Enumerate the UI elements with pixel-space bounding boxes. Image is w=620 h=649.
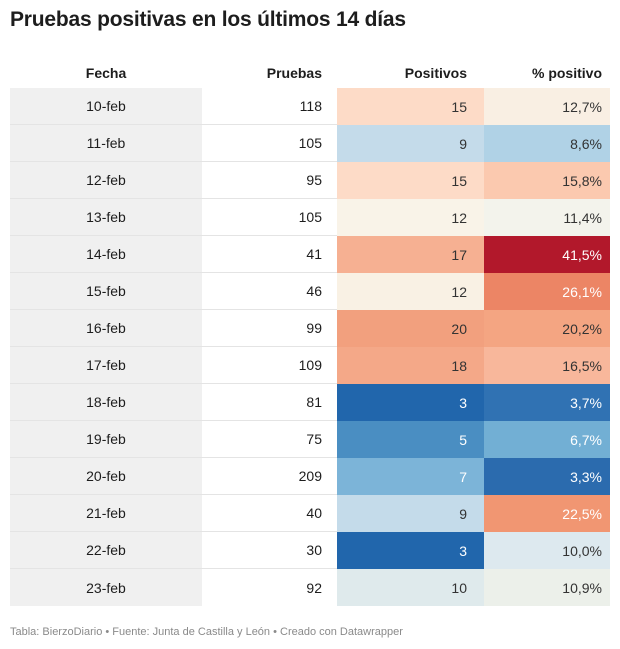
cell-fecha: 20-feb bbox=[10, 458, 202, 495]
cell-pruebas: 118 bbox=[202, 88, 337, 125]
cell-positivos: 20 bbox=[337, 310, 484, 347]
cell-positivos: 10 bbox=[337, 569, 484, 606]
cell-fecha: 16-feb bbox=[10, 310, 202, 347]
cell-pruebas: 75 bbox=[202, 421, 337, 458]
cell-pruebas: 81 bbox=[202, 384, 337, 421]
header-positivos: Positivos bbox=[404, 65, 467, 81]
table-row: 17-feb 109 18 16,5% bbox=[10, 347, 610, 384]
cell-fecha: 13-feb bbox=[10, 199, 202, 236]
cell-pct-positivo: 11,4% bbox=[484, 199, 610, 236]
cell-pruebas: 46 bbox=[202, 273, 337, 310]
cell-pct-positivo: 41,5% bbox=[484, 236, 610, 273]
cell-fecha: 21-feb bbox=[10, 495, 202, 532]
header-pruebas: Pruebas bbox=[266, 65, 322, 81]
cell-pruebas: 95 bbox=[202, 162, 337, 199]
cell-pct-positivo: 10,9% bbox=[484, 569, 610, 606]
cell-pct-positivo: 10,0% bbox=[484, 532, 610, 569]
table-row: 10-feb 118 15 12,7% bbox=[10, 88, 610, 125]
cell-fecha: 11-feb bbox=[10, 125, 202, 162]
cell-pruebas: 99 bbox=[202, 310, 337, 347]
table-row: 21-feb 40 9 22,5% bbox=[10, 495, 610, 532]
cell-fecha: 22-feb bbox=[10, 532, 202, 569]
cell-pruebas: 109 bbox=[202, 347, 337, 384]
cell-positivos: 12 bbox=[337, 199, 484, 236]
cell-pct-positivo: 6,7% bbox=[484, 421, 610, 458]
cell-pct-positivo: 26,1% bbox=[484, 273, 610, 310]
data-table: Fecha Pruebas Positivos % positivo 10-fe… bbox=[10, 58, 610, 606]
table-row: 16-feb 99 20 20,2% bbox=[10, 310, 610, 347]
table-row: 11-feb 105 9 8,6% bbox=[10, 125, 610, 162]
cell-positivos: 17 bbox=[337, 236, 484, 273]
table-row: 15-feb 46 12 26,1% bbox=[10, 273, 610, 310]
cell-fecha: 15-feb bbox=[10, 273, 202, 310]
table-row: 14-feb 41 17 41,5% bbox=[10, 236, 610, 273]
cell-fecha: 19-feb bbox=[10, 421, 202, 458]
table-body: 10-feb 118 15 12,7% 11-feb 105 9 8,6% 12-feb 95 15… bbox=[10, 88, 610, 606]
table-row: 19-feb 75 5 6,7% bbox=[10, 421, 610, 458]
cell-pruebas: 209 bbox=[202, 458, 337, 495]
cell-fecha: 14-feb bbox=[10, 236, 202, 273]
cell-fecha: 10-feb bbox=[10, 88, 202, 125]
cell-positivos: 5 bbox=[337, 421, 484, 458]
chart-title: Pruebas positivas en los últimos 14 días bbox=[10, 8, 406, 31]
header-fecha: Fecha bbox=[85, 65, 127, 81]
cell-pruebas: 105 bbox=[202, 125, 337, 162]
cell-positivos: 18 bbox=[337, 347, 484, 384]
table-row: 22-feb 30 3 10,0% bbox=[10, 532, 610, 569]
cell-pct-positivo: 16,5% bbox=[484, 347, 610, 384]
cell-pct-positivo: 3,7% bbox=[484, 384, 610, 421]
cell-positivos: 3 bbox=[337, 384, 484, 421]
cell-positivos: 9 bbox=[337, 495, 484, 532]
cell-pct-positivo: 20,2% bbox=[484, 310, 610, 347]
table-row: 18-feb 81 3 3,7% bbox=[10, 384, 610, 421]
cell-positivos: 3 bbox=[337, 532, 484, 569]
cell-pruebas: 92 bbox=[306, 579, 322, 596]
source-footer: Tabla: BierzoDiario • Fuente: Junta de C… bbox=[10, 626, 403, 638]
cell-pct-positivo: 3,3% bbox=[484, 458, 610, 495]
table-header: Fecha Pruebas Positivos % positivo bbox=[10, 58, 610, 88]
cell-pruebas: 105 bbox=[202, 199, 337, 236]
cell-fecha: 12-feb bbox=[10, 162, 202, 199]
table-row: 12-feb 95 15 15,8% bbox=[10, 162, 610, 199]
cell-positivos: 12 bbox=[337, 273, 484, 310]
cell-pruebas: 40 bbox=[202, 495, 337, 532]
cell-positivos: 15 bbox=[337, 88, 484, 125]
cell-pruebas: 41 bbox=[202, 236, 337, 273]
cell-pct-positivo: 22,5% bbox=[484, 495, 610, 532]
table-row: 20-feb 209 7 3,3% bbox=[10, 458, 610, 495]
cell-pct-positivo: 15,8% bbox=[484, 162, 610, 199]
cell-fecha: 23-feb bbox=[10, 569, 202, 606]
cell-positivos: 15 bbox=[337, 162, 484, 199]
table-row: 13-feb 105 12 11,4% bbox=[10, 199, 610, 236]
cell-fecha: 18-feb bbox=[10, 384, 202, 421]
cell-pruebas: 30 bbox=[202, 532, 337, 569]
cell-pct-positivo: 12,7% bbox=[484, 88, 610, 125]
cell-positivos: 7 bbox=[337, 458, 484, 495]
table-row: 23-feb 92 10 10,9% bbox=[10, 569, 610, 606]
header-pct-positivo: % positivo bbox=[531, 65, 602, 81]
cell-pct-positivo: 8,6% bbox=[484, 125, 610, 162]
cell-positivos: 9 bbox=[337, 125, 484, 162]
cell-fecha: 17-feb bbox=[10, 347, 202, 384]
